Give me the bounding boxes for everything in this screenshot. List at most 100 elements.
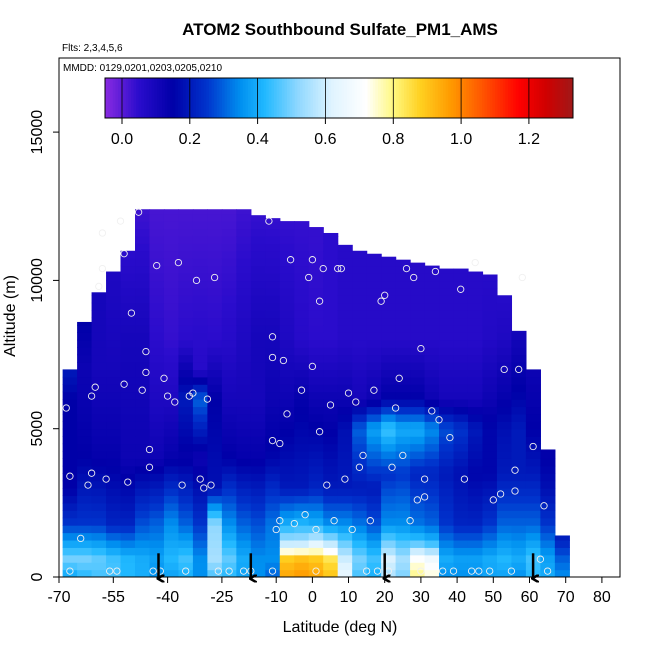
data-point [87, 392, 96, 400]
colorbar-swatch [185, 78, 189, 118]
heatmap-cell [207, 547, 223, 556]
heatmap-cell [424, 361, 440, 370]
heatmap-cell [62, 510, 78, 519]
heatmap-cell [207, 228, 223, 237]
heatmap-cell [221, 443, 237, 452]
heatmap-cell [163, 339, 180, 348]
heatmap-cell [323, 339, 339, 348]
heatmap-cell [482, 465, 498, 474]
heatmap-cell [410, 347, 426, 356]
data-point [163, 392, 172, 400]
heatmap-cell [265, 495, 281, 504]
heatmap-cell [265, 376, 281, 385]
heatmap-cell [192, 310, 208, 319]
heatmap-cell [352, 525, 368, 534]
heatmap-cell [250, 502, 266, 511]
heatmap-cell [250, 539, 266, 548]
heatmap-cell [192, 302, 208, 311]
heatmap-cell [135, 436, 151, 445]
colorbar-swatch [326, 78, 330, 118]
heatmap-cell [352, 436, 368, 445]
heatmap-cell [410, 324, 426, 333]
colorbar-swatch [401, 78, 405, 118]
heatmap-cell [135, 547, 151, 556]
heatmap-cell [236, 361, 252, 370]
colorbar-swatch [534, 78, 538, 118]
heatmap-cell [120, 369, 136, 378]
heatmap-cell [482, 532, 498, 541]
heatmap-cell [221, 562, 237, 571]
heatmap-cell [482, 391, 498, 400]
heatmap-cell [496, 310, 513, 319]
colorbar-tick-label: 1.2 [518, 131, 540, 148]
colorbar-swatch [443, 78, 447, 118]
heatmap-cell [91, 532, 107, 541]
heatmap-cell [135, 228, 151, 237]
heatmap-cell [511, 480, 527, 489]
heatmap-cell [294, 399, 310, 408]
heatmap-cell [424, 347, 440, 356]
heatmap-cell [120, 324, 136, 333]
heatmap-cell [308, 539, 324, 548]
heatmap-cell [308, 324, 324, 333]
heatmap-cell [135, 324, 151, 333]
heatmap-cell [192, 209, 208, 215]
heatmap-cell [163, 361, 180, 370]
x-tick-label: 50 [484, 589, 502, 606]
heatmap-cell [192, 221, 208, 230]
heatmap-cell [135, 473, 151, 482]
heatmap-cell [308, 443, 324, 452]
heatmap-cell [149, 458, 165, 467]
heatmap-cell [62, 413, 78, 422]
heatmap-column [467, 271, 484, 577]
heatmap-cell [294, 221, 310, 230]
heatmap-cell [192, 332, 208, 341]
colorbar-swatch [375, 78, 379, 118]
heatmap-cell [482, 280, 498, 289]
heatmap-cell [294, 525, 310, 534]
heatmap-cell [279, 465, 295, 474]
heatmap-cell [496, 421, 513, 430]
heatmap-cell [337, 450, 353, 459]
heatmap-cell [207, 502, 223, 511]
heatmap-cell [62, 473, 78, 482]
heatmap-cell [308, 391, 324, 400]
data-point [388, 463, 396, 471]
heatmap-cell [250, 421, 266, 430]
heatmap-cell [395, 317, 411, 326]
heatmap-cell [178, 532, 194, 541]
colorbar-swatch [424, 78, 428, 118]
x-tick-label: 60 [521, 589, 539, 606]
heatmap-cell [250, 250, 266, 259]
heatmap-cell [424, 332, 440, 341]
heatmap-cell [395, 510, 411, 519]
heatmap-cell [77, 510, 93, 519]
heatmap-cell [395, 539, 411, 548]
heatmap-cell [163, 443, 180, 452]
heatmap-cell [467, 280, 484, 289]
colorbar-swatch [261, 78, 265, 118]
heatmap-cell [511, 339, 527, 348]
heatmap-cell [178, 317, 194, 326]
heatmap-cell [279, 473, 295, 482]
heatmap-cell [192, 273, 208, 282]
heatmap-cell [511, 413, 527, 422]
colorbar-swatch [539, 78, 543, 118]
heatmap-cell [453, 443, 469, 452]
heatmap-cell [106, 495, 122, 504]
heatmap-cell [424, 406, 440, 415]
heatmap-cell [221, 465, 237, 474]
colorbar-swatch [300, 78, 304, 118]
heatmap-cell [265, 250, 281, 259]
data-point [471, 258, 479, 267]
heatmap-cell [135, 413, 151, 422]
heatmap-cell [294, 354, 310, 363]
heatmap-cell [120, 302, 136, 311]
heatmap-cell [77, 502, 93, 511]
heatmap-cell [352, 488, 368, 497]
colorbar-frame [104, 77, 574, 119]
colorbar-swatch [445, 78, 449, 118]
heatmap-cell [106, 443, 122, 452]
heatmap-cell [106, 271, 122, 274]
heatmap-cell [294, 235, 310, 244]
